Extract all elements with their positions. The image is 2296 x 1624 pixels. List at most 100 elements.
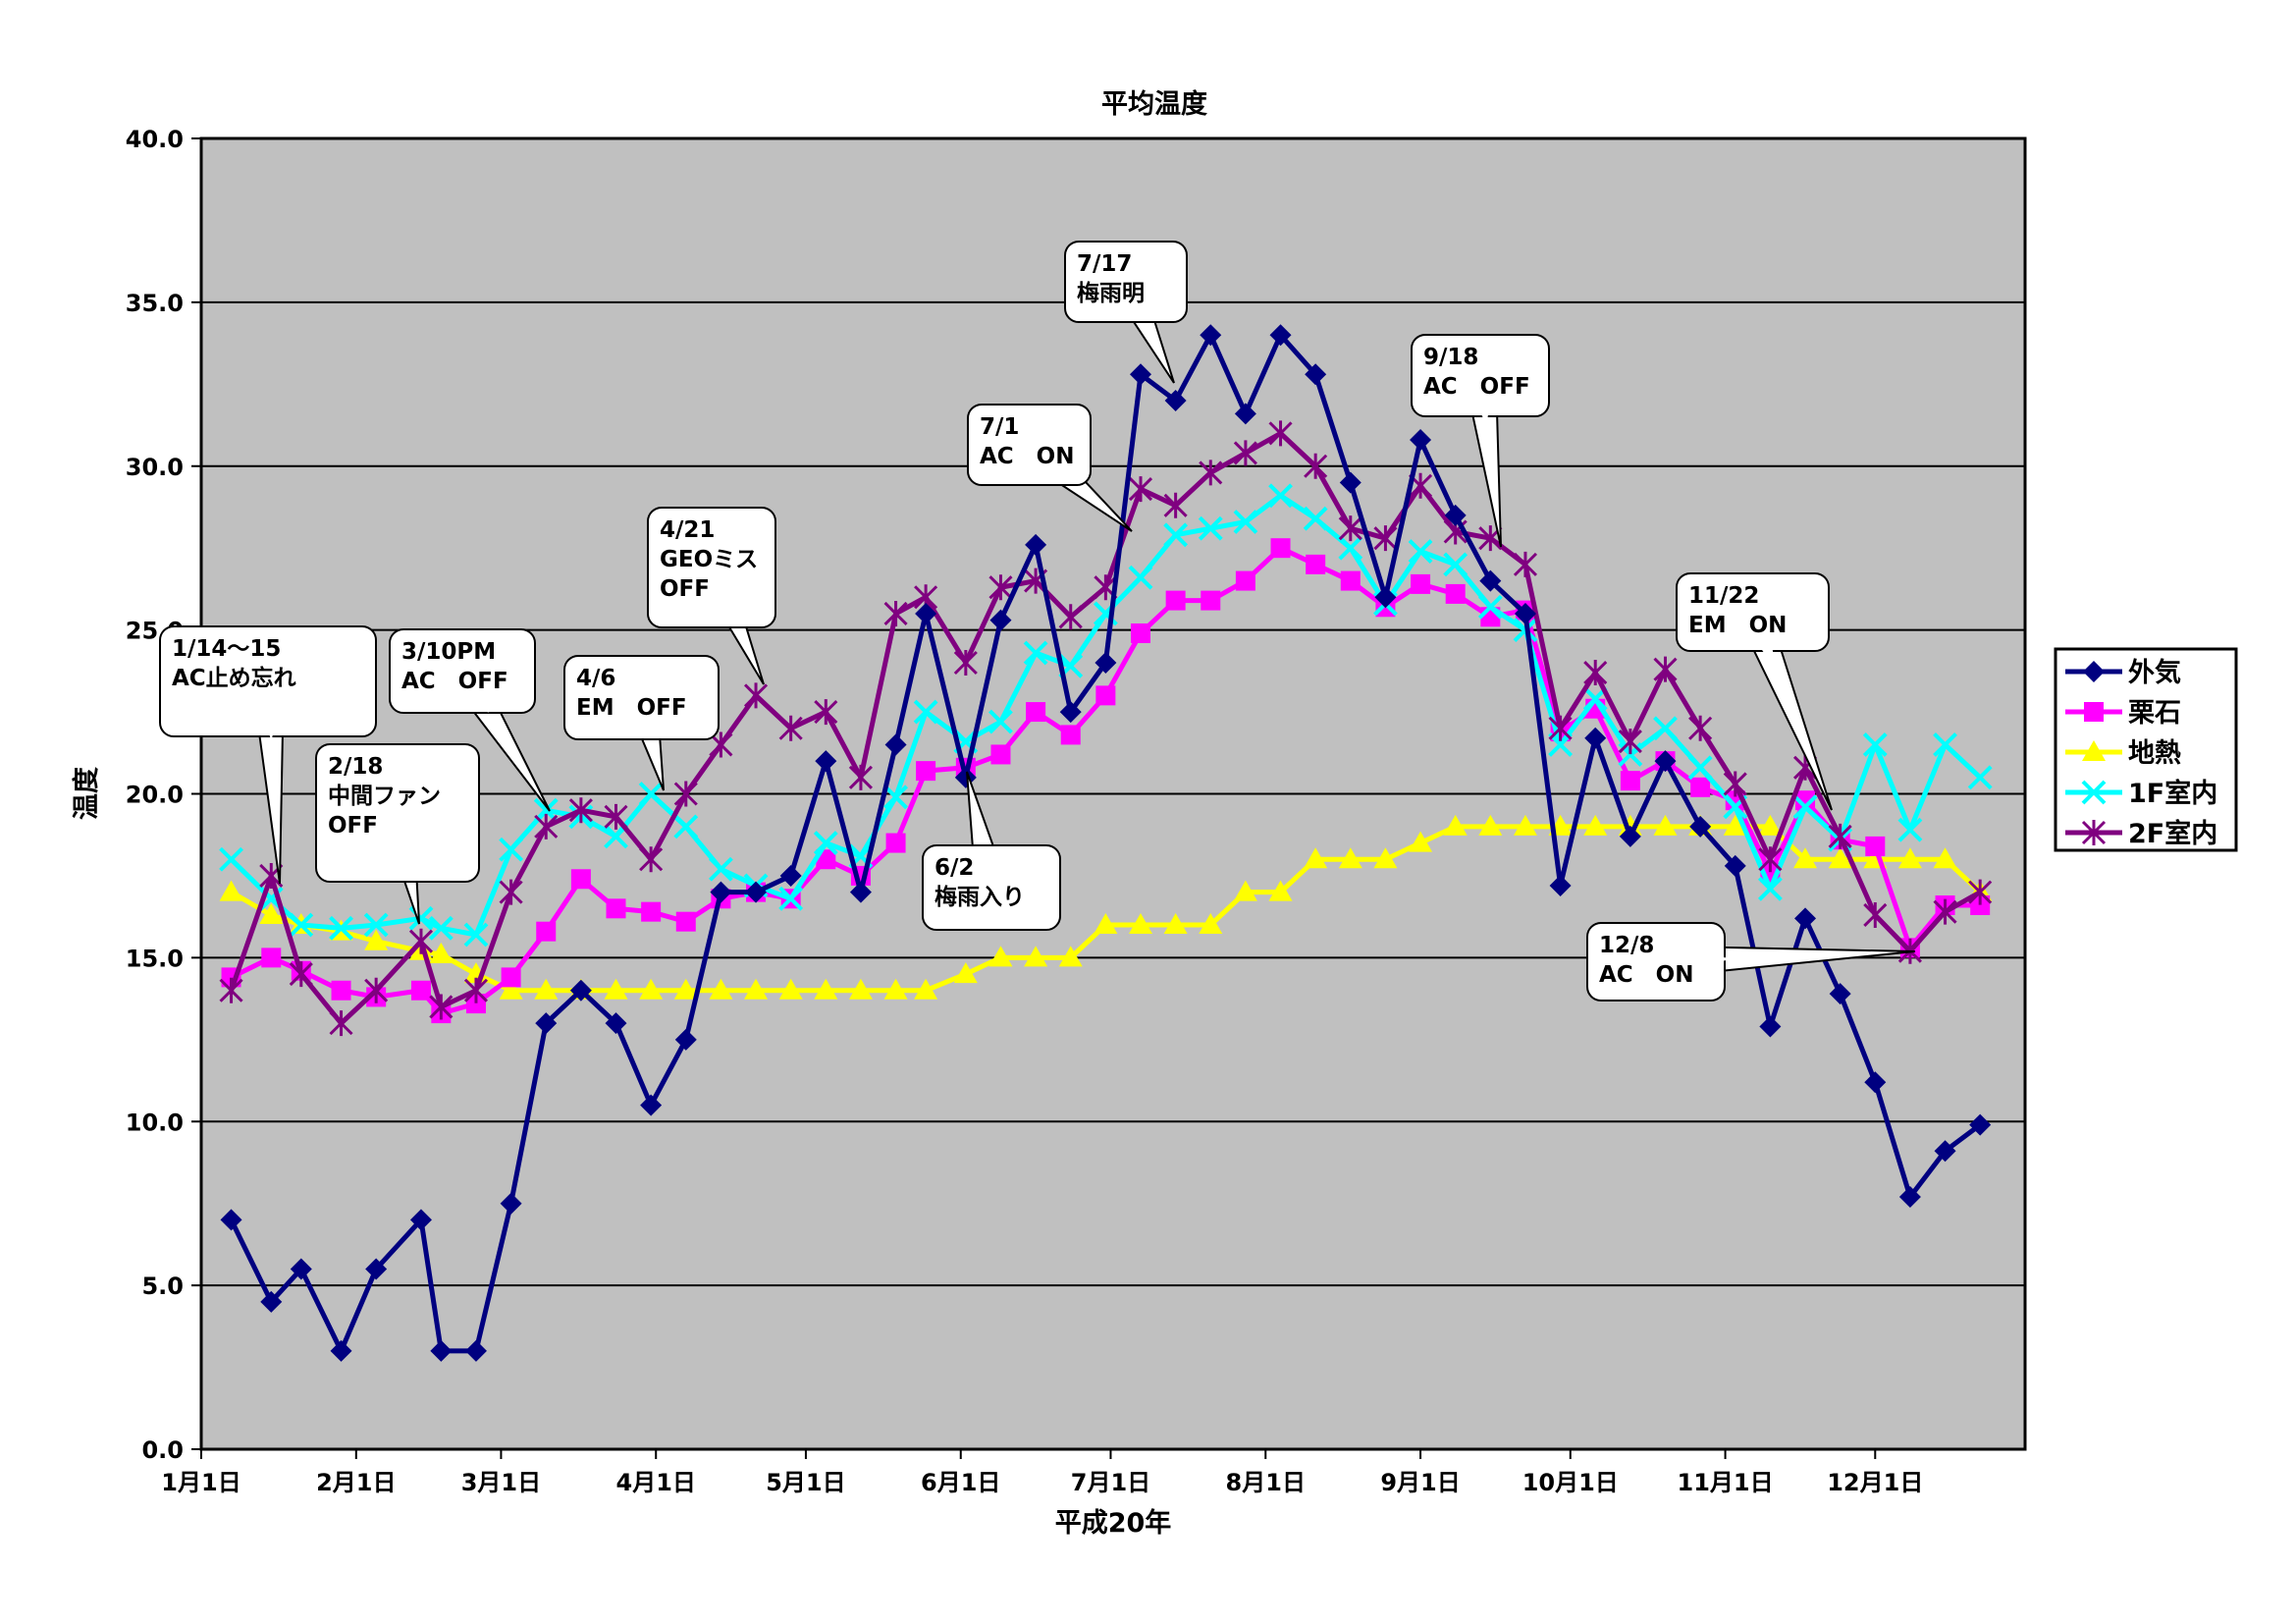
annotations: 1/14～15 AC止め忘れ 2/18 中間ファン OFF 3/10PM AC OFF 4/6… <box>159 241 1916 1001</box>
annotation-callout: 7/17 梅雨明 <box>1064 241 1188 384</box>
annotation-text: 6/2 <box>934 855 974 881</box>
data-point <box>914 978 938 1000</box>
data-point <box>1478 814 1503 836</box>
callout-joint <box>254 680 282 742</box>
data-point <box>1411 573 1431 594</box>
data-point <box>990 744 1011 765</box>
data-point <box>1828 847 1852 869</box>
y-tick-label: 20.0 <box>126 782 184 809</box>
data-point <box>465 994 486 1014</box>
data-point <box>710 881 732 903</box>
data-point <box>1968 879 1993 905</box>
annotation-callout: 9/18 AC OFF <box>1411 334 1550 548</box>
annotation-text: 9/18 <box>1423 345 1478 370</box>
data-point <box>330 1339 352 1362</box>
data-point <box>848 764 873 790</box>
data-point <box>639 978 664 1000</box>
data-point <box>1409 831 1433 852</box>
data-point <box>1198 515 1223 541</box>
series-5 <box>219 420 1993 1037</box>
data-point <box>743 682 769 709</box>
data-point <box>1339 471 1362 494</box>
annotation-text: 12/8 <box>1599 933 1654 958</box>
data-point <box>1443 814 1468 836</box>
data-point <box>1094 913 1118 934</box>
data-point <box>1897 847 1922 869</box>
data-point <box>673 978 698 1000</box>
data-point <box>1897 817 1923 842</box>
data-point <box>499 978 523 1000</box>
legend-label: 外気 <box>2128 657 2181 688</box>
annotation-text: 中間ファン <box>328 784 441 809</box>
data-point <box>499 837 524 862</box>
data-point <box>988 709 1013 734</box>
data-point <box>1340 570 1361 591</box>
data-point <box>1970 894 1991 915</box>
annotation-text: EM OFF <box>576 695 687 721</box>
data-point <box>1689 815 1712 838</box>
annotation-text: 4/6 <box>576 666 615 691</box>
legend-item: 1F室内 <box>2065 778 2217 809</box>
data-point <box>500 1192 522 1215</box>
data-point <box>640 1094 663 1116</box>
legend-marker <box>2081 780 2107 805</box>
data-point <box>1164 390 1187 411</box>
data-point <box>883 600 908 626</box>
series-1 <box>220 324 1992 1362</box>
data-point <box>1095 685 1116 706</box>
x-axis-label: 平成20年 <box>1055 1507 1172 1539</box>
data-point <box>1477 594 1503 620</box>
data-point <box>329 1010 353 1037</box>
data-point <box>883 978 908 1000</box>
data-point <box>1584 727 1607 749</box>
annotation-text: AC ON <box>980 444 1074 469</box>
y-tick-label: 5.0 <box>141 1272 184 1300</box>
data-point <box>1690 777 1711 797</box>
data-point <box>1268 483 1293 509</box>
annotation-callout: 11/22 EM ON <box>1676 572 1833 811</box>
data-point <box>916 761 936 782</box>
data-point <box>988 574 1013 601</box>
chart-title: 平均温度 <box>1101 88 1207 120</box>
data-point <box>778 715 803 741</box>
y-tick-label: 40.0 <box>126 126 184 153</box>
annotation-text: OFF <box>328 813 378 839</box>
data-point <box>1653 656 1678 682</box>
data-point <box>365 1258 388 1280</box>
data-point <box>1758 814 1783 836</box>
data-point <box>1687 755 1713 781</box>
data-point <box>744 978 769 1000</box>
data-point <box>428 915 454 941</box>
x-tick-label: 2月1日 <box>316 1469 396 1496</box>
data-point <box>1128 476 1153 503</box>
data-point <box>1583 814 1608 836</box>
data-point <box>883 785 908 810</box>
data-point <box>1514 602 1536 624</box>
x-tick-label: 11月1日 <box>1678 1469 1774 1496</box>
data-point <box>1620 771 1640 791</box>
data-point <box>988 946 1013 967</box>
data-point <box>1548 715 1573 741</box>
data-point <box>1269 324 1292 347</box>
data-point <box>1969 1113 1992 1136</box>
legend-item: 2F室内 <box>2065 818 2217 849</box>
x-tick-label: 7月1日 <box>1071 1469 1150 1496</box>
annotation-text: AC止め忘れ <box>172 665 296 691</box>
data-point <box>1757 876 1783 901</box>
data-point <box>219 977 243 1003</box>
data-point <box>1163 522 1189 548</box>
callout-joint <box>1020 434 1060 471</box>
y-tick-label: 35.0 <box>126 290 184 317</box>
data-point <box>779 864 802 887</box>
data-point <box>363 912 389 938</box>
annotation-text: 2/18 <box>328 754 383 780</box>
data-point <box>1794 907 1817 930</box>
callout-joint <box>1467 373 1494 427</box>
data-point <box>1410 429 1432 452</box>
annotation-text: GEOミス <box>660 547 758 572</box>
data-point <box>1654 750 1677 773</box>
data-point <box>1025 533 1047 556</box>
data-point <box>1863 901 1888 928</box>
legend-item: 地熱 <box>2065 738 2181 769</box>
data-point <box>1234 403 1256 425</box>
